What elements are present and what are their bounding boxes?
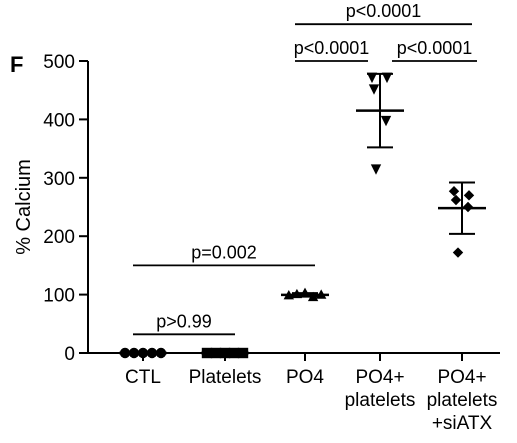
data-point bbox=[155, 347, 167, 359]
x-tick-label-line: PO4 bbox=[286, 367, 324, 388]
data-point bbox=[307, 291, 319, 302]
data-point bbox=[463, 190, 475, 201]
data-point bbox=[370, 164, 382, 175]
y-tick-label: 500 bbox=[43, 52, 75, 73]
data-point bbox=[291, 288, 303, 299]
data-point bbox=[219, 347, 231, 359]
data-point bbox=[366, 72, 378, 84]
y-tick-label: 300 bbox=[43, 169, 75, 190]
x-tick-label: PO4 bbox=[286, 367, 324, 388]
data-point bbox=[228, 347, 240, 359]
data-point bbox=[128, 347, 140, 359]
p-value-label: p<0.0001 bbox=[294, 38, 370, 58]
x-tick-label-line: +siATX bbox=[432, 413, 493, 434]
panel-label: F bbox=[10, 52, 23, 77]
x-tick-label-line: platelets bbox=[345, 390, 416, 411]
data-point bbox=[146, 347, 158, 359]
data-point bbox=[381, 72, 393, 84]
data-point bbox=[450, 194, 462, 206]
data-point bbox=[452, 247, 464, 258]
y-tick-label: 0 bbox=[64, 344, 75, 365]
p-value-label: p=0.002 bbox=[191, 242, 257, 262]
data-point bbox=[283, 289, 294, 300]
x-tick-label: CTL bbox=[125, 367, 161, 388]
x-tick-label-line: CTL bbox=[125, 367, 161, 388]
data-point bbox=[448, 186, 460, 197]
y-axis-title: % Calcium bbox=[13, 159, 35, 255]
y-tick-label: 400 bbox=[43, 110, 75, 131]
data-point bbox=[201, 347, 213, 359]
data-point bbox=[380, 115, 392, 127]
x-tick-label-line: PO4+ bbox=[437, 367, 486, 388]
data-point bbox=[316, 289, 327, 299]
x-tick-label: Platelets bbox=[189, 367, 262, 388]
p-value-label: p<0.0001 bbox=[397, 38, 473, 58]
p-value-label: p>0.99 bbox=[156, 311, 212, 331]
data-point bbox=[137, 347, 149, 359]
data-point bbox=[368, 84, 380, 95]
x-tick-label-line: PO4+ bbox=[355, 367, 404, 388]
data-point bbox=[237, 347, 249, 359]
y-tick-label: 100 bbox=[43, 286, 75, 307]
x-tick-label: PO4+ platelets +siATX bbox=[427, 367, 498, 434]
x-tick-label-line: Platelets bbox=[189, 367, 262, 388]
data-point bbox=[210, 347, 222, 359]
p-value-label: p<0.0001 bbox=[346, 1, 422, 21]
x-tick-label: PO4+ platelets bbox=[345, 367, 416, 411]
y-tick-label: 200 bbox=[43, 227, 75, 248]
data-point bbox=[119, 347, 131, 359]
data-point bbox=[462, 201, 474, 213]
data-point bbox=[299, 287, 311, 298]
x-tick-label-line: platelets bbox=[427, 390, 498, 411]
